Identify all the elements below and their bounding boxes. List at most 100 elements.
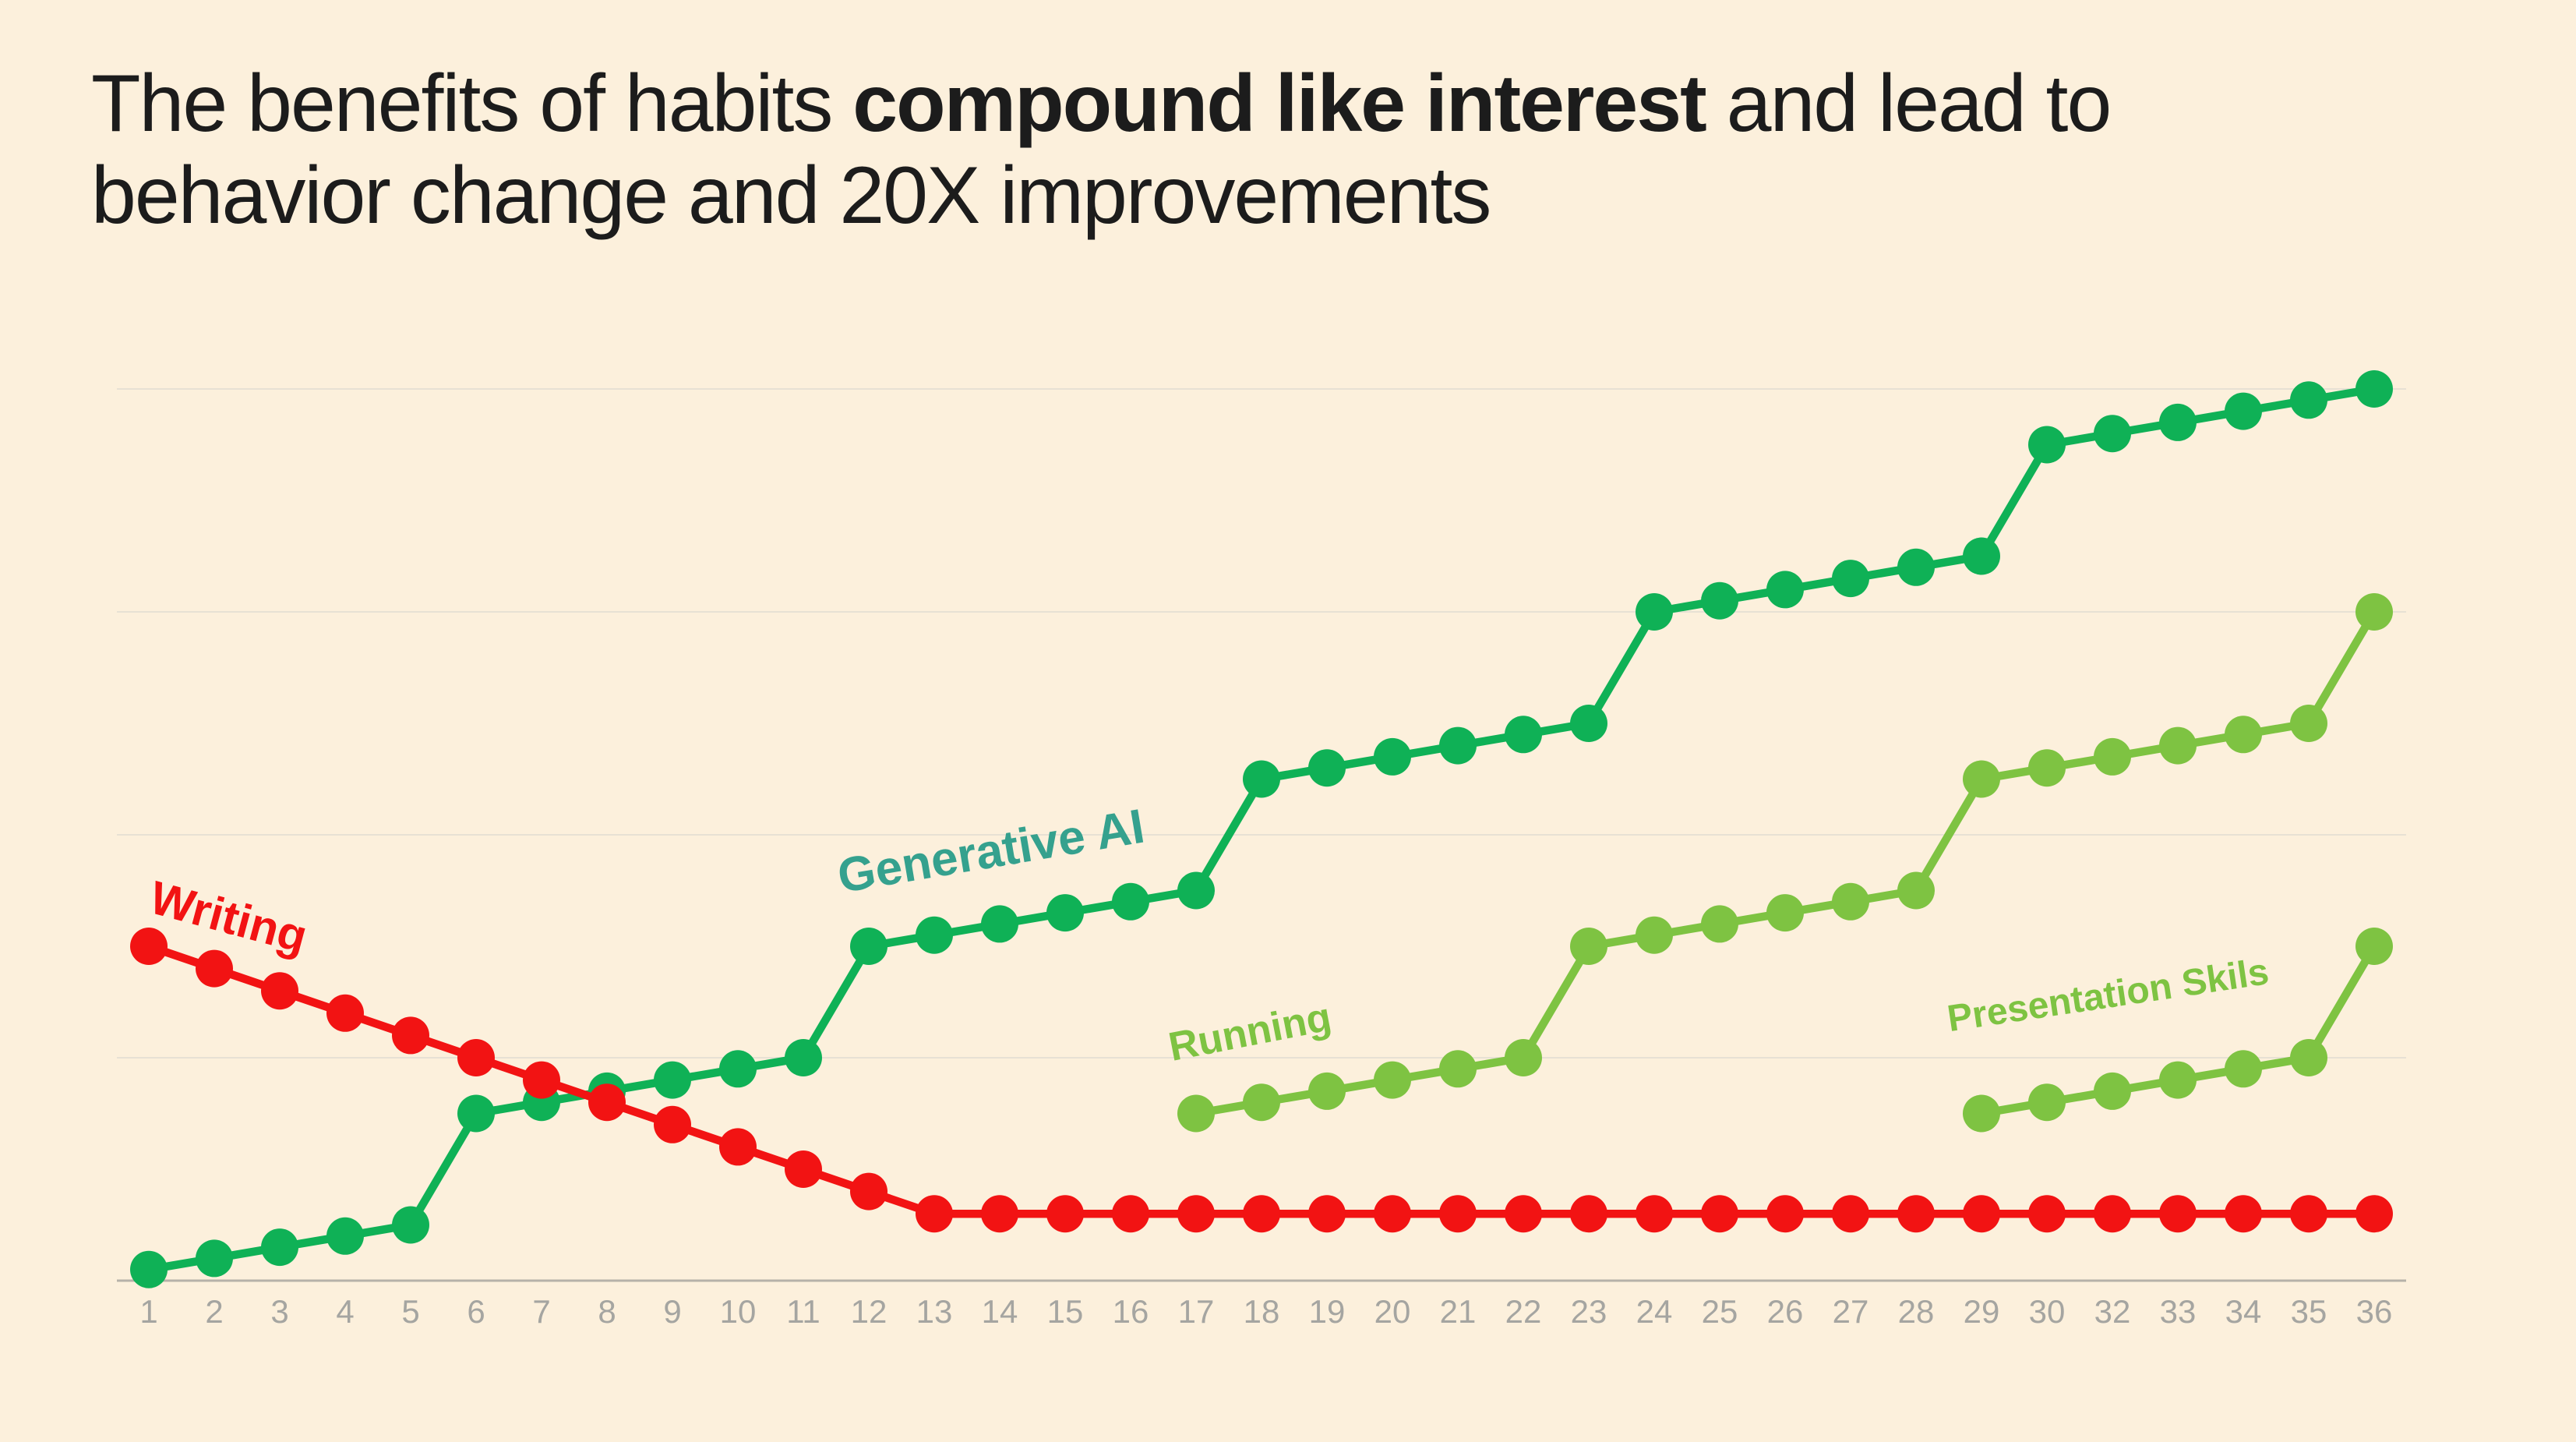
data-point-generative-ai xyxy=(130,1250,168,1288)
data-point-writing xyxy=(130,928,168,965)
data-point-writing xyxy=(1832,1195,1869,1233)
gridlines xyxy=(117,388,2406,1059)
x-tick-label: 3 xyxy=(270,1293,288,1330)
data-point-writing xyxy=(719,1128,757,1166)
data-point-presentation-skils xyxy=(2355,928,2393,965)
data-point-writing xyxy=(1177,1195,1215,1233)
data-point-writing xyxy=(196,949,233,988)
data-point-presentation-skils xyxy=(2290,1039,2327,1076)
data-point-generative-ai xyxy=(1505,716,1542,754)
data-point-presentation-skils xyxy=(1963,1094,2000,1133)
x-tick-label: 10 xyxy=(720,1293,757,1330)
x-tick-label: 6 xyxy=(467,1293,485,1330)
data-point-generative-ai xyxy=(2355,370,2393,408)
data-point-generative-ai xyxy=(2028,426,2066,464)
data-point-generative-ai xyxy=(785,1039,822,1076)
data-point-generative-ai xyxy=(1046,894,1084,932)
title-line-2: behavior change and 20X improvements xyxy=(91,150,2475,242)
data-point-writing xyxy=(1897,1195,1935,1233)
data-point-writing xyxy=(326,994,364,1032)
x-tick-label: 17 xyxy=(1178,1293,1215,1330)
data-point-generative-ai xyxy=(2225,392,2262,430)
data-point-writing xyxy=(457,1039,495,1076)
title-line-1: The benefits of habits compound like int… xyxy=(91,58,2475,150)
data-point-generative-ai xyxy=(2094,415,2131,453)
data-point-generative-ai xyxy=(981,905,1018,943)
x-tick-label: 2 xyxy=(205,1293,223,1330)
title-text-regular-3: behavior change and 20X improvements xyxy=(91,150,1491,241)
data-point-writing xyxy=(2159,1195,2197,1233)
x-tick-label: 12 xyxy=(851,1293,887,1330)
data-point-writing xyxy=(1701,1195,1738,1233)
x-tick-label: 15 xyxy=(1047,1293,1084,1330)
data-point-running xyxy=(1177,1094,1215,1133)
data-point-running xyxy=(2225,716,2262,754)
data-point-generative-ai xyxy=(916,916,953,954)
data-point-running xyxy=(2028,749,2066,787)
data-point-writing xyxy=(1766,1195,1804,1233)
data-point-writing xyxy=(1963,1195,2000,1233)
x-tick-label: 30 xyxy=(2029,1293,2066,1330)
x-tick-label: 36 xyxy=(2356,1293,2393,1330)
data-point-writing xyxy=(1308,1195,1346,1233)
data-point-running xyxy=(1505,1039,1542,1076)
data-point-running xyxy=(2290,705,2327,742)
x-tick-label: 11 xyxy=(786,1293,820,1330)
data-point-writing xyxy=(1046,1195,1084,1233)
data-point-generative-ai xyxy=(261,1228,298,1267)
data-point-generative-ai xyxy=(1963,537,2000,575)
data-point-writing xyxy=(1505,1195,1542,1233)
data-point-generative-ai xyxy=(1570,705,1607,742)
data-point-running xyxy=(1374,1061,1411,1099)
x-tick-label: 25 xyxy=(1702,1293,1738,1330)
title-text-bold: compound like interest xyxy=(852,58,1706,149)
data-point-running xyxy=(1963,760,2000,798)
data-point-running xyxy=(1570,928,1607,965)
data-point-writing xyxy=(785,1150,822,1188)
x-tick-label: 32 xyxy=(2094,1293,2131,1330)
data-point-generative-ai xyxy=(196,1239,233,1278)
series-line-generative-ai xyxy=(148,384,2375,1274)
x-tick-label: 26 xyxy=(1767,1293,1804,1330)
series-line-running xyxy=(1195,610,2378,1118)
data-point-running xyxy=(1308,1072,1346,1110)
data-point-presentation-skils xyxy=(2225,1050,2262,1088)
x-tick-label: 1 xyxy=(139,1293,157,1330)
data-point-generative-ai xyxy=(1766,571,1804,609)
data-point-writing xyxy=(1439,1195,1477,1233)
data-point-writing xyxy=(588,1083,626,1122)
x-tick-label: 33 xyxy=(2160,1293,2197,1330)
series-label-generative-ai: Generative AI xyxy=(834,800,1148,904)
data-point-generative-ai xyxy=(1243,760,1280,798)
data-point-writing xyxy=(1570,1195,1607,1233)
x-tick-label: 9 xyxy=(663,1293,681,1330)
x-tick-label: 16 xyxy=(1113,1293,1149,1330)
data-point-running xyxy=(1439,1050,1477,1088)
data-point-running xyxy=(1243,1083,1280,1122)
data-point-running xyxy=(2355,593,2393,631)
data-point-writing xyxy=(654,1105,691,1143)
data-point-running xyxy=(2159,726,2197,765)
data-point-writing xyxy=(1243,1195,1280,1233)
title-text-regular: The benefits of habits xyxy=(91,58,853,149)
x-tick-label: 14 xyxy=(982,1293,1018,1330)
x-tick-label: 13 xyxy=(916,1293,953,1330)
data-point-writing xyxy=(2290,1195,2327,1233)
data-point-generative-ai xyxy=(1636,593,1673,631)
data-point-writing xyxy=(392,1016,429,1055)
x-tick-label: 20 xyxy=(1374,1293,1411,1330)
x-tick-label: 27 xyxy=(1833,1293,1869,1330)
series-presentation-skils: Presentation Skils xyxy=(1945,928,2393,1133)
x-tick-label: 22 xyxy=(1505,1293,1542,1330)
series-label-presentation-skils: Presentation Skils xyxy=(1945,951,2271,1040)
data-point-writing xyxy=(523,1061,560,1099)
data-point-generative-ai xyxy=(1308,749,1346,787)
x-tick-label: 23 xyxy=(1571,1293,1607,1330)
data-point-generative-ai xyxy=(1374,737,1411,776)
data-point-writing xyxy=(2355,1195,2393,1233)
data-point-writing xyxy=(916,1195,953,1233)
data-point-writing xyxy=(2225,1195,2262,1233)
series-generative-ai: Generative AI xyxy=(130,370,2393,1288)
data-point-generative-ai xyxy=(2159,403,2197,441)
x-tick-label: 4 xyxy=(336,1293,354,1330)
